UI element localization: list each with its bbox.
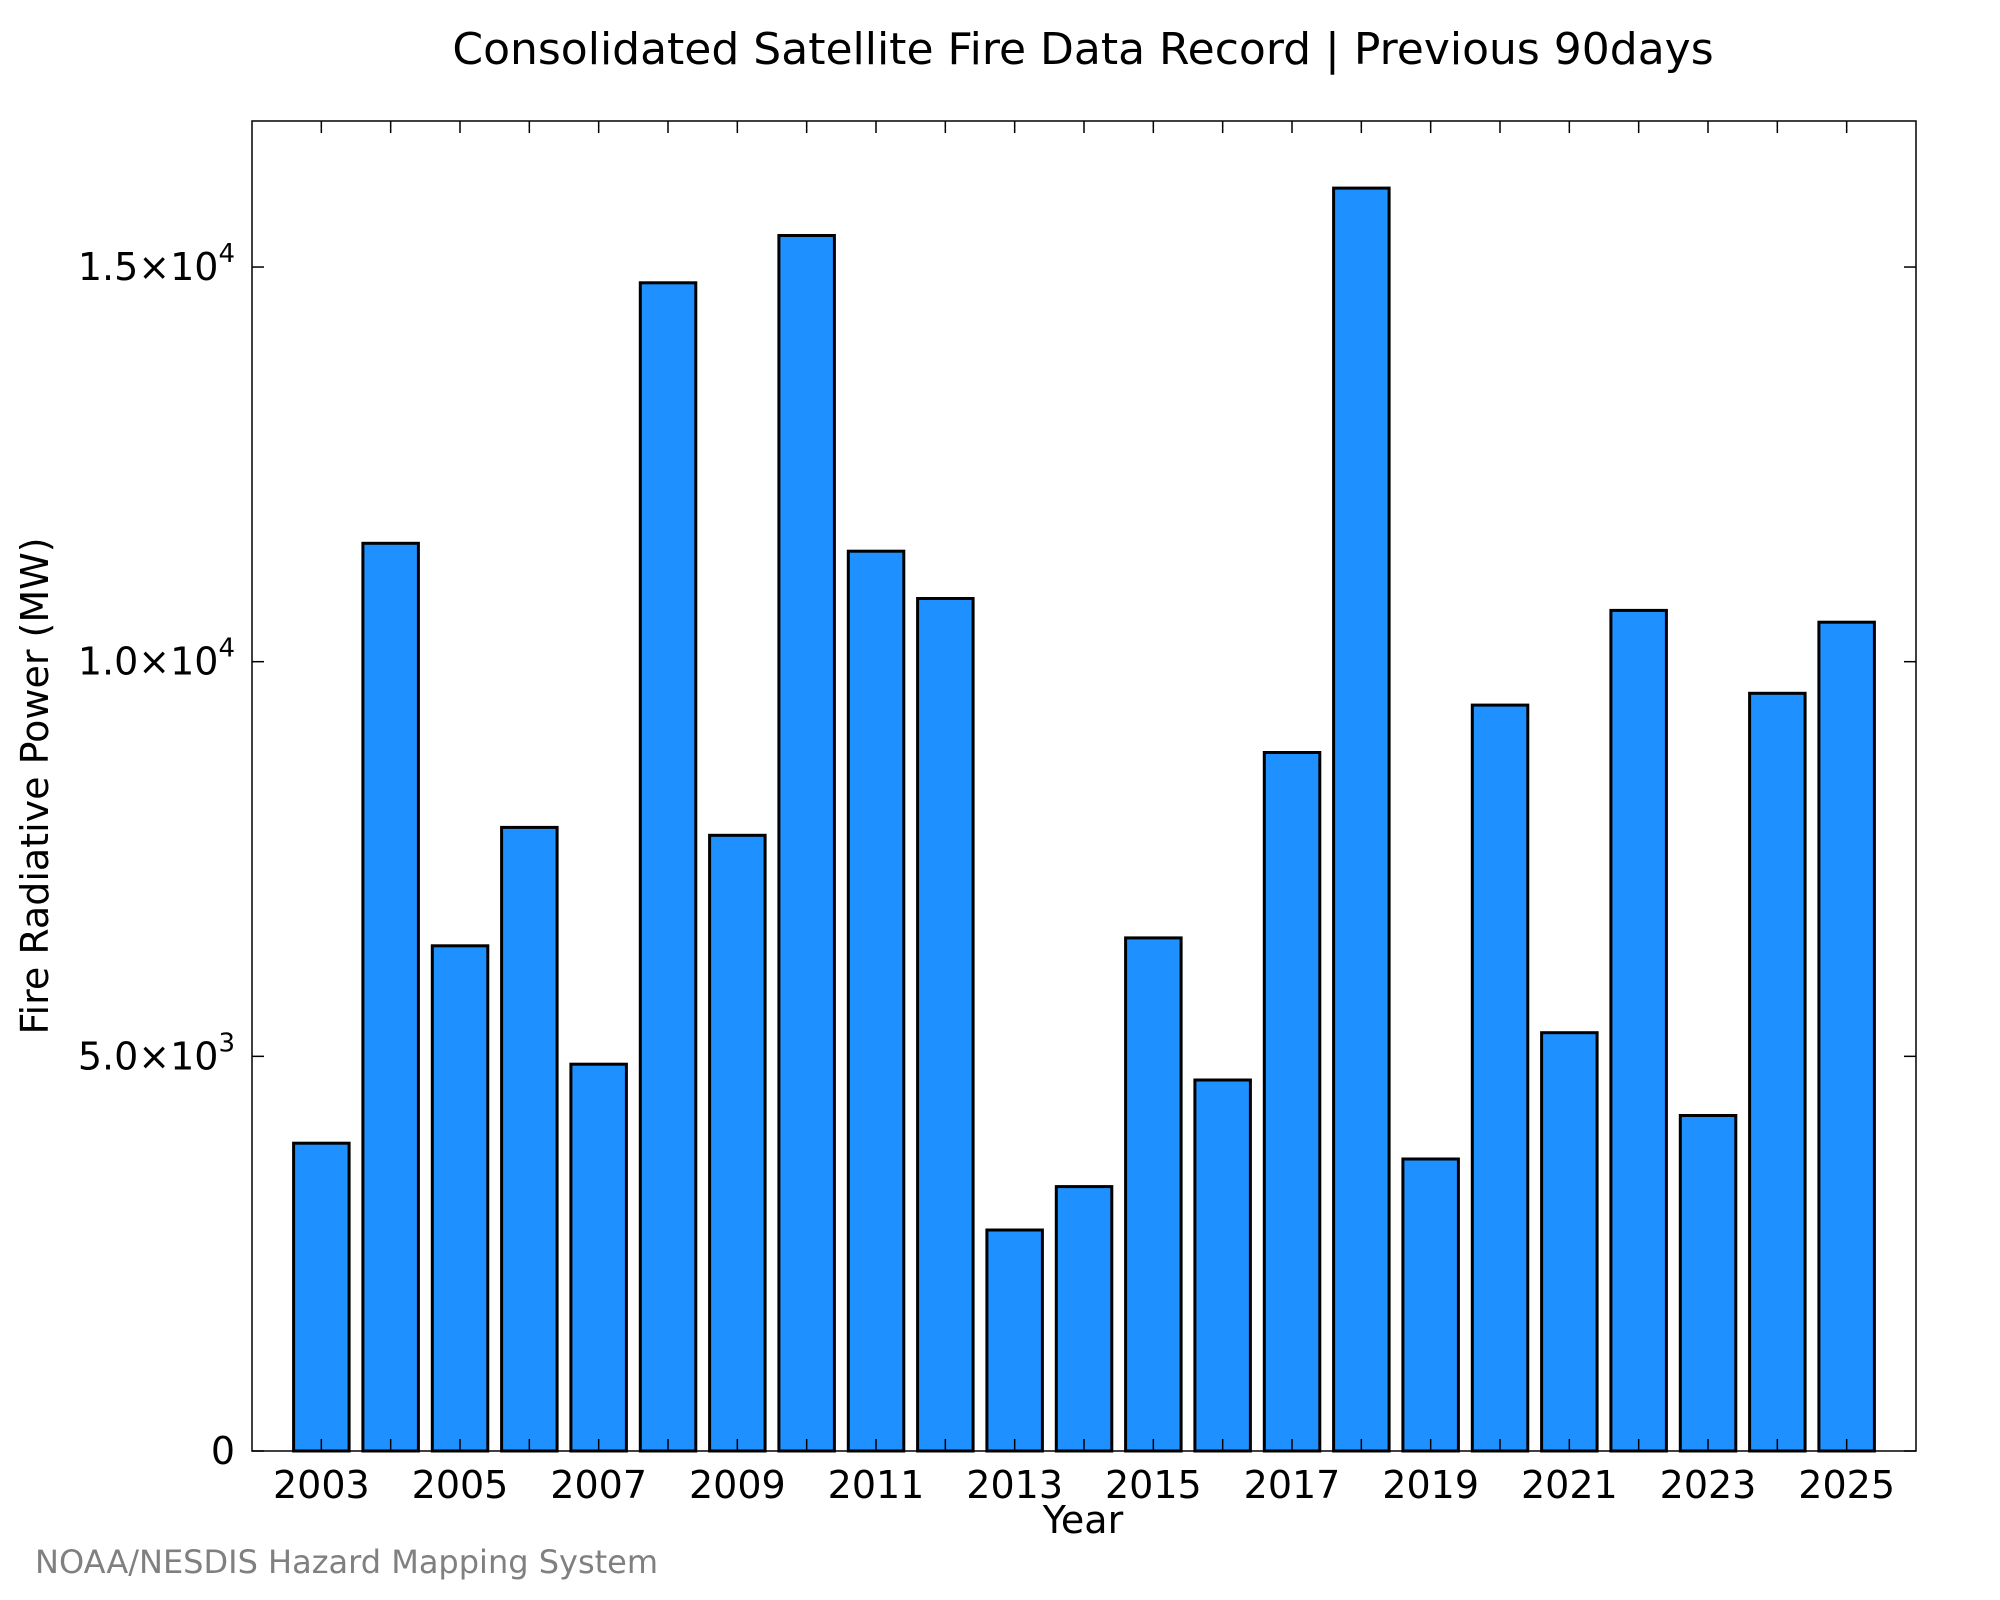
bar-2009: [708, 833, 767, 1453]
bars-group: [292, 186, 1876, 1453]
bar-2024: [1748, 691, 1807, 1453]
bar-2016: [1193, 1078, 1252, 1453]
bar-2003: [292, 1141, 351, 1453]
x-tick-label-2011: 2011: [828, 1463, 925, 1507]
bar-2008: [638, 281, 698, 1453]
chart-title: Consolidated Satellite Fire Data Record …: [452, 24, 1713, 75]
bar-2025: [1817, 620, 1876, 1453]
bar-2017: [1262, 751, 1322, 1453]
bar-2014: [1054, 1185, 1114, 1453]
y-tick-label: 1.5×104: [78, 239, 235, 289]
bar-2006: [500, 825, 559, 1453]
bar-2015: [1124, 936, 1183, 1453]
y-axis-label: Fire Radiative Power (MW): [13, 537, 57, 1034]
x-tick-label-2021: 2021: [1521, 1463, 1618, 1507]
bar-2022: [1609, 608, 1668, 1453]
bar-2007: [569, 1062, 628, 1453]
bar-2018: [1332, 186, 1391, 1453]
bar-2010: [777, 234, 836, 1453]
y-tick-labels: 0 5.0×103 1.0×104 1.5×104: [78, 239, 235, 1473]
x-tick-labels: 2003 2005 2007 2009 2011 2013 2015 2017 2019 2021…: [273, 1463, 1895, 1507]
plot-frame: [251, 120, 1917, 1452]
bar-2021: [1540, 1031, 1599, 1453]
x-tick-label-2007: 2007: [550, 1463, 647, 1507]
y-tick-label: 5.0×103: [78, 1028, 235, 1078]
x-tick-label-2017: 2017: [1244, 1463, 1341, 1507]
bar-2011: [846, 549, 906, 1453]
x-tick-label-2005: 2005: [412, 1463, 509, 1507]
y-tick-label: 1.0×104: [78, 634, 235, 684]
bar-2013: [985, 1228, 1044, 1453]
bar-2012: [916, 597, 975, 1453]
x-tick-label-2015: 2015: [1105, 1463, 1202, 1507]
bar-2004: [361, 541, 420, 1453]
bar-2023: [1678, 1114, 1738, 1453]
x-tick-label-2025: 2025: [1798, 1463, 1895, 1507]
y-tick-label: 0: [211, 1429, 235, 1473]
x-tick-label-2009: 2009: [689, 1463, 786, 1507]
x-tick-label-2023: 2023: [1660, 1463, 1757, 1507]
x-tick-label-2019: 2019: [1382, 1463, 1479, 1507]
x-axis-label: Year: [1042, 1498, 1124, 1542]
credit-text: NOAA/NESDIS Hazard Mapping System: [35, 1543, 658, 1581]
bar-2020: [1470, 703, 1530, 1453]
x-tick-label-2013: 2013: [966, 1463, 1063, 1507]
x-tick-label-2003: 2003: [273, 1463, 370, 1507]
bar-2005: [430, 944, 490, 1453]
bar-2019: [1401, 1157, 1460, 1453]
